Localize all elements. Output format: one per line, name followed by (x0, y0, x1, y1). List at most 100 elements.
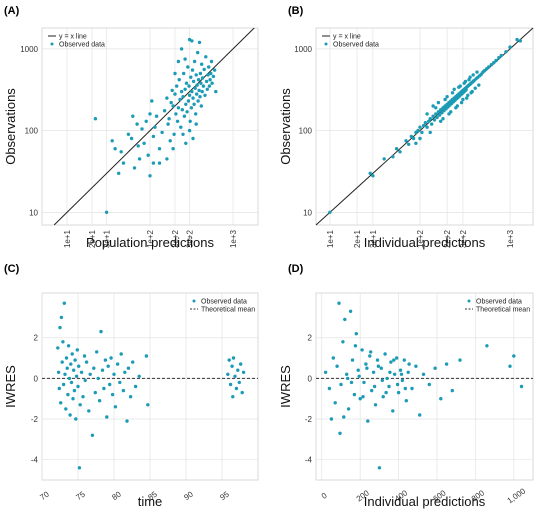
y-axis-title: Observations (278, 88, 293, 165)
data-point (428, 130, 432, 135)
data-point (165, 96, 169, 100)
x-tick-label: 2e+2 (443, 229, 452, 248)
data-point (188, 119, 192, 124)
data-point (439, 397, 443, 401)
legend-swatch (50, 42, 54, 46)
data-point (97, 399, 102, 403)
data-point (407, 362, 411, 366)
data-point (211, 74, 216, 79)
data-point (200, 89, 204, 94)
data-point (425, 112, 429, 116)
data-point (352, 392, 357, 397)
data-point (440, 111, 444, 115)
data-point (338, 431, 342, 435)
data-point (56, 370, 61, 374)
data-point (436, 100, 441, 105)
data-point (467, 78, 471, 82)
data-point (414, 141, 418, 145)
data-point (341, 340, 345, 344)
x-tick-label: 3e+2 (186, 229, 195, 248)
data-point (100, 368, 105, 372)
data-point (194, 73, 198, 77)
data-point (198, 95, 202, 99)
legend-entry: Theoretical mean (476, 307, 530, 314)
data-point (212, 68, 217, 72)
data-point (190, 89, 194, 94)
data-point (61, 340, 65, 344)
data-point (366, 419, 370, 423)
data-point (434, 112, 438, 116)
data-point (157, 161, 162, 165)
data-point (144, 354, 149, 358)
data-point (422, 123, 426, 128)
data-point (437, 113, 442, 117)
plot-area (315, 292, 534, 481)
data-point (60, 360, 64, 364)
data-point (176, 106, 181, 110)
y-tick-label: -2 (31, 415, 39, 424)
data-point (388, 370, 392, 374)
data-point (190, 68, 195, 72)
panel-label: (A) (4, 5, 20, 17)
data-point (430, 122, 434, 126)
data-point (184, 141, 188, 145)
legend-entry: y = x line (59, 34, 87, 41)
data-point (391, 409, 395, 413)
data-point (383, 352, 387, 356)
data-point (399, 372, 404, 376)
data-point (198, 71, 203, 76)
data-point (349, 380, 354, 385)
data-point (181, 95, 185, 99)
data-point (395, 356, 399, 360)
data-point (411, 136, 416, 141)
data-point (123, 370, 127, 374)
data-point (196, 78, 201, 82)
data-point (75, 348, 80, 352)
data-point (93, 117, 98, 121)
data-point (515, 37, 519, 42)
data-point (166, 122, 170, 126)
data-point (231, 395, 235, 399)
data-point (199, 81, 203, 85)
legend-swatch (467, 299, 471, 303)
data-point (104, 210, 109, 214)
data-point (361, 395, 365, 399)
data-point (346, 407, 351, 411)
data-point (487, 65, 491, 69)
data-point (354, 332, 358, 336)
data-point (494, 58, 498, 63)
y-tick-label: 0 (308, 374, 313, 383)
data-point (77, 364, 81, 368)
data-point (79, 370, 84, 374)
data-point (207, 84, 212, 88)
data-point (233, 374, 237, 378)
data-point (473, 86, 477, 90)
data-point (368, 354, 372, 358)
data-point (108, 382, 112, 387)
legend-swatch (192, 299, 196, 303)
data-point (434, 106, 438, 110)
data-point (425, 125, 429, 129)
data-point (184, 102, 188, 107)
data-point (204, 55, 208, 59)
data-point (431, 104, 435, 108)
data-point (169, 100, 173, 105)
data-point (69, 380, 74, 385)
data-point (113, 405, 118, 409)
data-point (172, 132, 176, 136)
data-point (201, 84, 206, 88)
data-point (450, 388, 454, 393)
data-point (135, 122, 139, 126)
data-point (204, 79, 209, 84)
data-point (118, 380, 122, 385)
y-tick-label: -2 (305, 415, 313, 424)
data-point (177, 78, 181, 82)
data-point (462, 81, 466, 85)
data-point (74, 374, 79, 378)
data-point (497, 56, 501, 60)
x-tick-label: 3e+1 (103, 229, 112, 248)
data-point (402, 358, 406, 362)
data-point (377, 466, 382, 470)
data-point (194, 112, 198, 116)
